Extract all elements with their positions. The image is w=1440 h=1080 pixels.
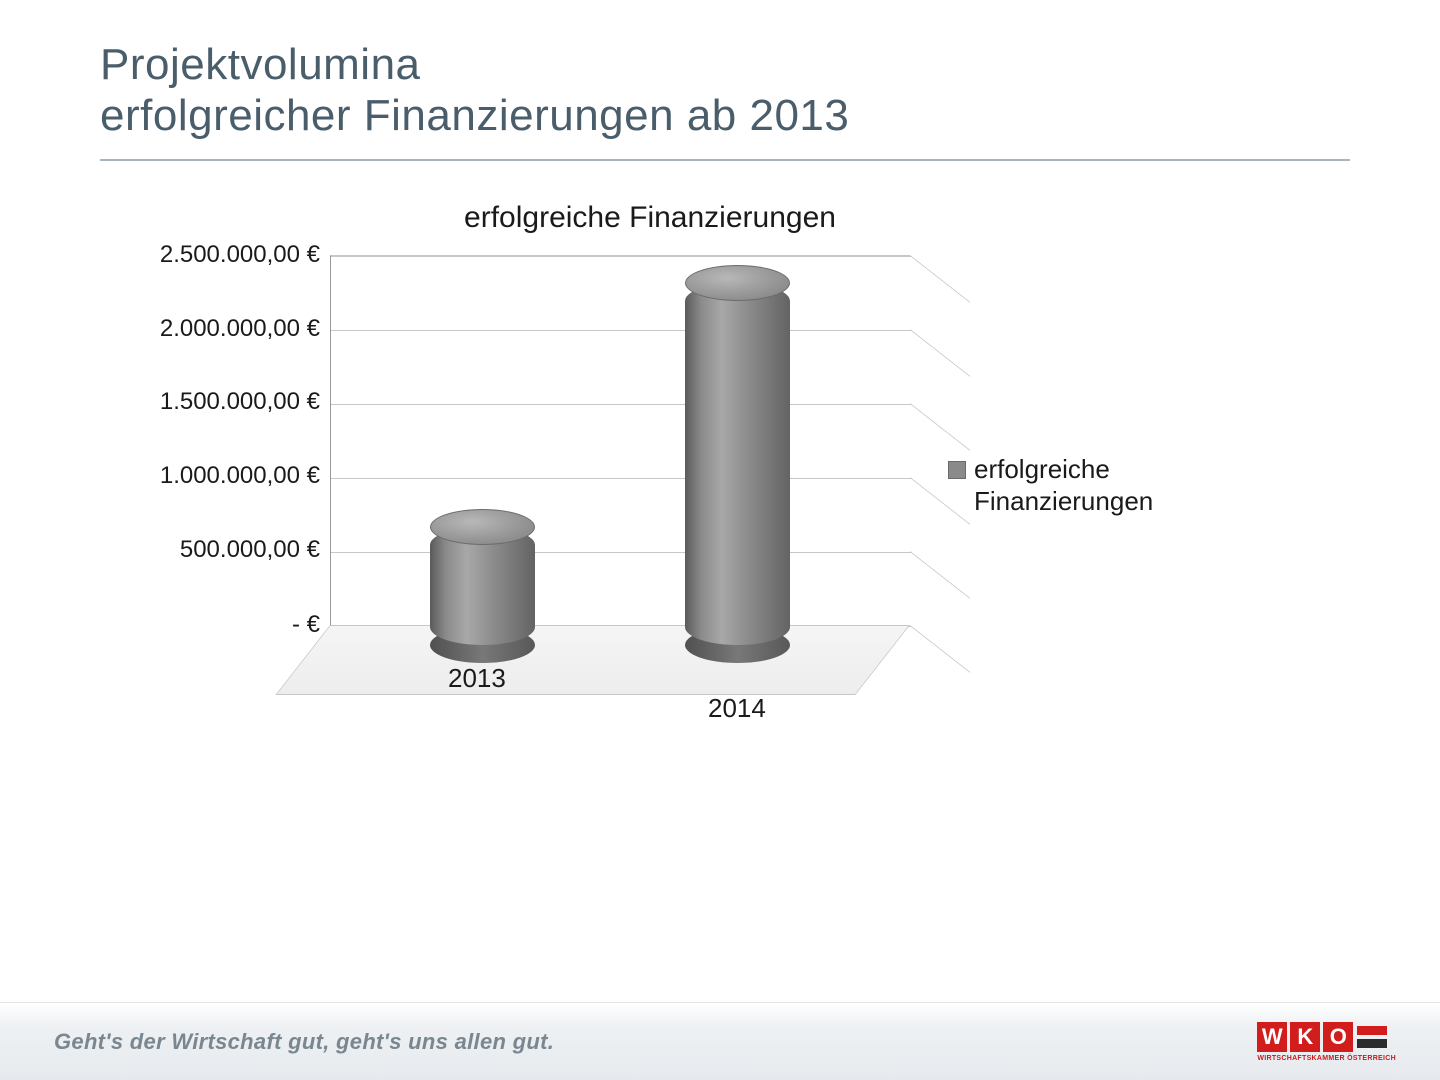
bar-top bbox=[685, 265, 790, 301]
logo-bar-top bbox=[1357, 1026, 1387, 1035]
logo-tiles: W K O bbox=[1257, 1022, 1387, 1052]
logo-bars-icon bbox=[1357, 1026, 1387, 1048]
y-tick-label: - € bbox=[292, 611, 320, 639]
gridline-side bbox=[910, 625, 970, 673]
footer: Geht's der Wirtschaft gut, geht's uns al… bbox=[0, 1002, 1440, 1080]
logo-letter-w: W bbox=[1257, 1022, 1287, 1052]
gridline bbox=[331, 256, 911, 257]
chart-floor bbox=[275, 625, 910, 695]
chart-legend: erfolgreiche Finanzierungen bbox=[948, 453, 1160, 518]
legend-label: erfolgreiche Finanzierungen bbox=[974, 453, 1153, 518]
gridline bbox=[331, 478, 911, 479]
y-tick-label: 500.000,00 € bbox=[180, 536, 320, 564]
gridline-side bbox=[910, 329, 970, 377]
logo-bar-bottom bbox=[1357, 1039, 1387, 1048]
footer-tagline: Geht's der Wirtschaft gut, geht's uns al… bbox=[54, 1029, 554, 1055]
gridline-side bbox=[910, 551, 970, 599]
x-axis-label: 2013 bbox=[448, 663, 506, 694]
bar-top bbox=[430, 509, 535, 545]
chart-title: erfolgreiche Finanzierungen bbox=[140, 201, 1160, 235]
x-axis-label: 2014 bbox=[708, 693, 766, 724]
y-tick-label: 1.000.000,00 € bbox=[160, 462, 320, 490]
y-axis: 2.500.000,00 € 2.000.000,00 € 1.500.000,… bbox=[100, 255, 330, 715]
chart-area: 2.500.000,00 € 2.000.000,00 € 1.500.000,… bbox=[100, 255, 930, 715]
y-tick-label: 1.500.000,00 € bbox=[160, 388, 320, 416]
chart-backwall bbox=[330, 255, 910, 625]
bar-body bbox=[685, 283, 790, 645]
slide: Projektvolumina erfolgreicher Finanzieru… bbox=[0, 0, 1440, 1080]
y-tick-label: 2.000.000,00 € bbox=[160, 315, 320, 343]
legend-line-1: erfolgreiche bbox=[974, 454, 1110, 484]
chart-row: 2.500.000,00 € 2.000.000,00 € 1.500.000,… bbox=[100, 255, 1160, 715]
gridline bbox=[331, 330, 911, 331]
logo-subtext: WIRTSCHAFTSKAMMER ÖSTERREICH bbox=[1257, 1055, 1396, 1062]
gridline bbox=[331, 552, 911, 553]
title-line-1: Projektvolumina bbox=[100, 40, 1350, 91]
chart-plot: 2013 2014 bbox=[330, 255, 930, 715]
chart-container: erfolgreiche Finanzierungen 2.500.000,00… bbox=[100, 201, 1160, 715]
wko-logo: W K O WIRTSCHAFTSKAMMER ÖSTERREICH bbox=[1257, 1022, 1396, 1062]
legend-swatch-icon bbox=[948, 461, 966, 479]
bar-2013 bbox=[430, 527, 535, 645]
gridline-side bbox=[910, 255, 970, 303]
title-line-2: erfolgreicher Finanzierungen ab 2013 bbox=[100, 91, 1350, 142]
logo-letter-o: O bbox=[1323, 1022, 1353, 1052]
logo-letter-k: K bbox=[1290, 1022, 1320, 1052]
bar-2014 bbox=[685, 283, 790, 645]
legend-line-2: Finanzierungen bbox=[974, 486, 1153, 516]
title-divider bbox=[100, 159, 1350, 161]
y-tick-label: 2.500.000,00 € bbox=[160, 241, 320, 269]
gridline bbox=[331, 404, 911, 405]
slide-title: Projektvolumina erfolgreicher Finanzieru… bbox=[100, 40, 1350, 141]
gridline-side bbox=[910, 403, 970, 451]
